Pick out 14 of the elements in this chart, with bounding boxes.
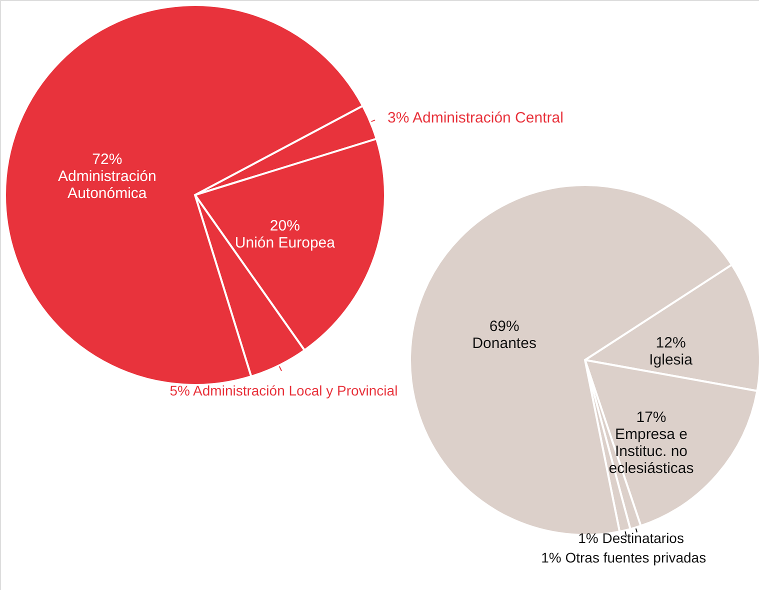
slice-label: Empresa e Instituc. no eclesiásticas [608,426,694,478]
slice-label: 3% Administración Central [387,109,564,126]
data-label: 72% [92,150,122,168]
slice-label: 1% Destinatarios [578,530,684,546]
slice-label: 1% Otras fuentes privadas [541,550,706,566]
data-label: 17% [636,409,666,426]
data-label: 69% [489,318,520,336]
data-label: 20% [270,218,300,235]
slice-label: 5% Administración Local y Provincial [170,382,398,398]
slice-label: Administración Autonómica [58,168,156,202]
slice-label: Unión Europea [234,234,336,252]
slice-label: Donantes [472,335,536,352]
data-label: 12% [656,334,686,352]
slice-label: Iglesia [649,352,694,369]
